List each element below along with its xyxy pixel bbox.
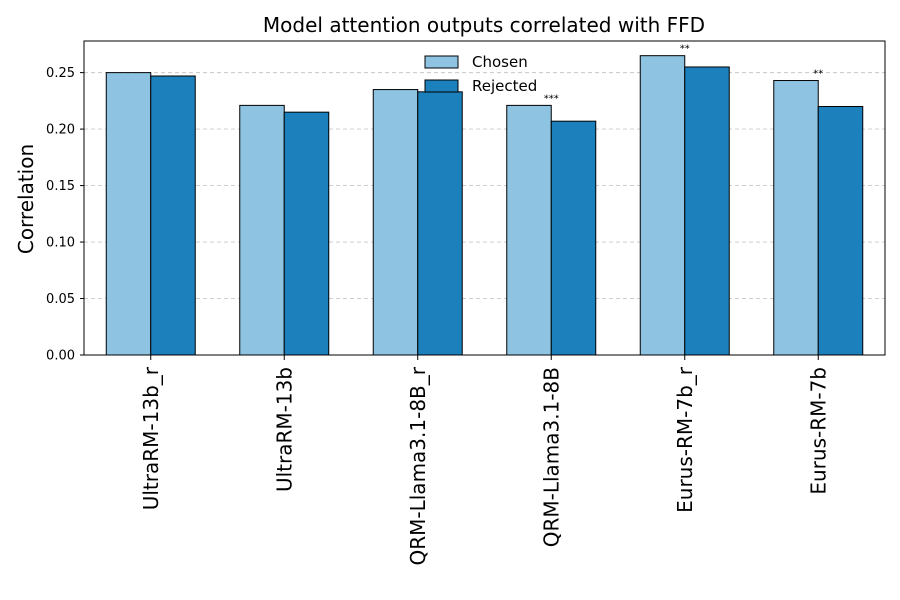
axis-ticks: 0.00 0.05 0.10 0.15 0.20 0.25 UltraRM-13b_r Ult…: [46, 66, 830, 565]
legend: Chosen Rejected: [424, 53, 537, 95]
x-tick-label: QRM-Llama3.1-8B: [539, 367, 563, 547]
gridlines: [84, 72, 885, 299]
legend-label: Rejected: [472, 77, 537, 95]
x-tick-label: QRM-Llama3.1-8B_r: [406, 366, 430, 565]
y-tick-label: 0.15: [46, 179, 75, 194]
significance-marker: **: [813, 69, 823, 80]
bar-rejected: [550, 120, 597, 356]
legend-label: Chosen: [472, 53, 528, 71]
bar-chosen: [773, 80, 819, 356]
significance-marker: ***: [544, 93, 559, 104]
x-tick-label: UltraRM-13b_r: [139, 366, 163, 510]
plot-frame: [83, 40, 886, 356]
significance-annotations: *******: [544, 44, 824, 105]
y-tick-label: 0.05: [46, 292, 75, 307]
significance-marker: **: [680, 44, 690, 55]
bar-rejected: [283, 111, 330, 356]
y-tick-label: 0.25: [46, 66, 75, 81]
bar-chosen: [506, 104, 552, 356]
y-axis-label: Correlation: [14, 144, 38, 254]
y-tick-label: 0.00: [46, 349, 75, 364]
bars: [105, 55, 864, 356]
x-tick-label: Eurus-RM-7b: [806, 367, 830, 495]
x-tick-label: Eurus-RM-7b_r: [673, 366, 697, 513]
bar-rejected: [684, 66, 730, 356]
legend-swatch: [424, 79, 459, 93]
bar-rejected: [817, 106, 864, 356]
chart-title: Model attention outputs correlated with …: [263, 13, 705, 37]
bar-chosen: [639, 55, 686, 356]
y-tick-label: 0.20: [46, 123, 75, 138]
x-tick-label: UltraRM-13b: [272, 367, 296, 492]
bar-chosen: [372, 89, 419, 356]
bar-rejected: [150, 75, 196, 356]
y-tick-label: 0.10: [46, 236, 75, 251]
bar-rejected: [417, 91, 463, 356]
legend-swatch: [424, 55, 459, 69]
bar-chosen: [105, 72, 152, 356]
bar-chosen: [239, 104, 285, 356]
